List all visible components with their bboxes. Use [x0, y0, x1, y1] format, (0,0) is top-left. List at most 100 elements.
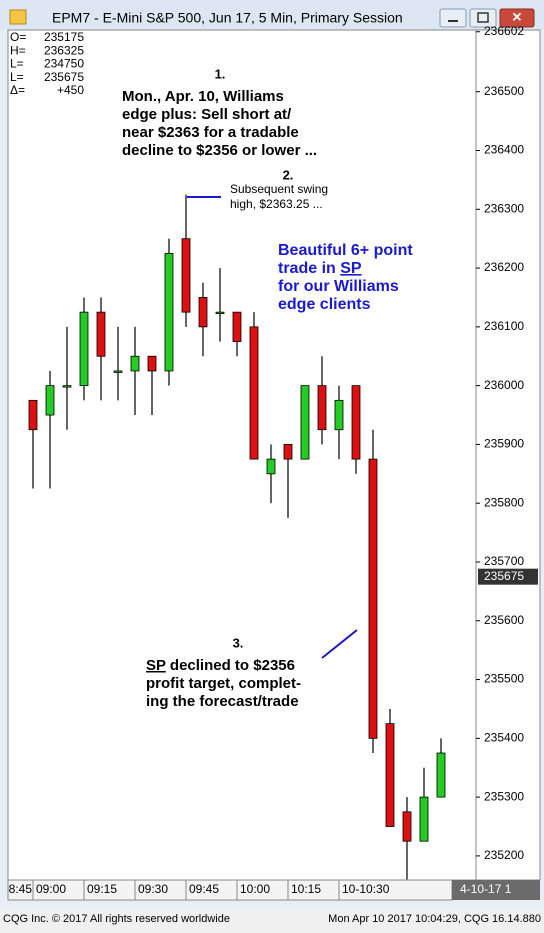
annotation-line: profit target, complet- [146, 675, 301, 692]
y-tick-label: 235900 [484, 437, 524, 451]
last-price-label: 235675 [484, 569, 524, 583]
info-value: 235675 [44, 70, 84, 84]
annotation-text: edge plus: Sell short at/ [122, 106, 292, 123]
plot-area [7, 29, 477, 881]
info-value: +450 [57, 83, 84, 97]
x-tick-label: 09:45 [189, 882, 219, 896]
x-tick-label: 09:30 [138, 882, 168, 896]
y-tick-label: 236300 [484, 201, 524, 215]
x-tick-label: 10-10:30 [342, 882, 390, 896]
x-tick-label: 10:15 [291, 882, 321, 896]
candle-body [232, 311, 242, 342]
x-tick-label: 10:00 [240, 882, 270, 896]
info-value: 235175 [44, 30, 84, 44]
minimize-button[interactable] [439, 8, 467, 28]
candles [28, 194, 446, 880]
candle-body [249, 326, 259, 460]
annotation-text: SP [340, 260, 362, 277]
y-tick-label: 236500 [484, 84, 524, 98]
y-tick-label: 235300 [484, 789, 524, 803]
y-tick-label: 236000 [484, 378, 524, 392]
annotation-text: high, $2363.25 ... [230, 197, 323, 211]
annotation-text: for our Williams [278, 278, 399, 295]
candle-body [62, 385, 72, 388]
info-key: L= [10, 57, 24, 71]
candle-body [28, 399, 38, 431]
y-tick-label: 235200 [484, 848, 524, 862]
footer-left: CQG Inc. © 2017 All rights reserved worl… [3, 913, 230, 925]
info-key: H= [10, 43, 26, 57]
info-value: 236325 [44, 43, 84, 57]
pointer-line [321, 629, 358, 659]
x-tick-label: 09:00 [36, 882, 66, 896]
candle-body [334, 399, 344, 431]
annotation-text: Beautiful 6+ point [278, 242, 413, 259]
candle-body [385, 723, 395, 827]
x-tick-label: 08:45 [2, 882, 32, 896]
candle-body [317, 385, 327, 431]
annotation-text: decline to $2356 or lower ... [122, 142, 317, 159]
candle-body [300, 385, 310, 460]
annotation-number: 3. [233, 635, 244, 650]
y-tick-label: 236100 [484, 319, 524, 333]
candle-body [45, 385, 55, 416]
annotation-line: near $2363 for a tradable [122, 124, 299, 141]
candle-body [283, 444, 293, 460]
date-box [452, 880, 540, 900]
annotation-line: Subsequent swing [230, 182, 328, 196]
y-tick-label: 236400 [484, 143, 524, 157]
annotation-line: trade in SP [278, 260, 362, 277]
annotation-text: SP [146, 657, 166, 674]
y-tick-label: 235400 [484, 731, 524, 745]
y-tick-label: 236200 [484, 260, 524, 274]
close-icon: ✕ [512, 9, 523, 24]
annotation-line: edge plus: Sell short at/ [122, 106, 292, 123]
annotation-text: near $2363 for a tradable [122, 124, 299, 141]
annotation-text: Mon., Apr. 10, Williams [122, 88, 284, 105]
annotation-line: decline to $2356 or lower ... [122, 142, 317, 159]
y-tick-label: 235800 [484, 495, 524, 509]
info-key: L= [10, 70, 24, 84]
annotation-text: trade in [278, 260, 340, 277]
annotation-line: Beautiful 6+ point [278, 242, 413, 259]
info-key: O= [10, 30, 26, 44]
candle-body [351, 385, 361, 460]
candle-body [419, 796, 429, 842]
candle-body [96, 311, 106, 357]
candle-body [130, 355, 140, 372]
annotation-text: profit target, complet- [146, 675, 301, 692]
candle-body [198, 297, 208, 328]
candle-body [113, 370, 123, 373]
annotation-line: edge clients [278, 296, 371, 313]
candle-body [79, 311, 89, 387]
footer-bar [0, 910, 544, 928]
candle-body [436, 752, 446, 798]
window-title: EPM7 - E-Mini S&P 500, Jun 17, 5 Min, Pr… [52, 10, 403, 26]
candle-body [215, 311, 225, 315]
candle-body [164, 252, 174, 372]
y-tick-label: 235700 [484, 554, 524, 568]
annotation-line: Mon., Apr. 10, Williams [122, 88, 284, 105]
y-tick-label: 236602 [484, 24, 524, 38]
info-value: 234750 [44, 57, 84, 71]
annotation-text: Subsequent swing [230, 182, 328, 196]
maximize-icon [477, 12, 489, 23]
close-button[interactable] [499, 8, 535, 28]
annotation-number: 2. [283, 167, 294, 182]
time-labels: 08:45 09:00 09:15 09:30 09:45 10:00 10:15 10-10… [2, 880, 390, 900]
candle-body [147, 355, 157, 372]
annotation-line: ing the forecast/trade [146, 693, 299, 710]
candle-body [181, 238, 191, 313]
maximize-button[interactable] [469, 8, 497, 28]
last-price-box [478, 568, 538, 585]
price-axis [475, 29, 541, 881]
annotation-line: SP declined to $2356 [146, 657, 295, 674]
annotation-line: high, $2363.25 ... [230, 197, 323, 211]
annotation-number: 1. [215, 66, 226, 81]
app-icon [9, 9, 27, 25]
annotation-text: edge clients [278, 296, 371, 313]
candle-body [402, 811, 412, 842]
y-tick-label: 235500 [484, 672, 524, 686]
